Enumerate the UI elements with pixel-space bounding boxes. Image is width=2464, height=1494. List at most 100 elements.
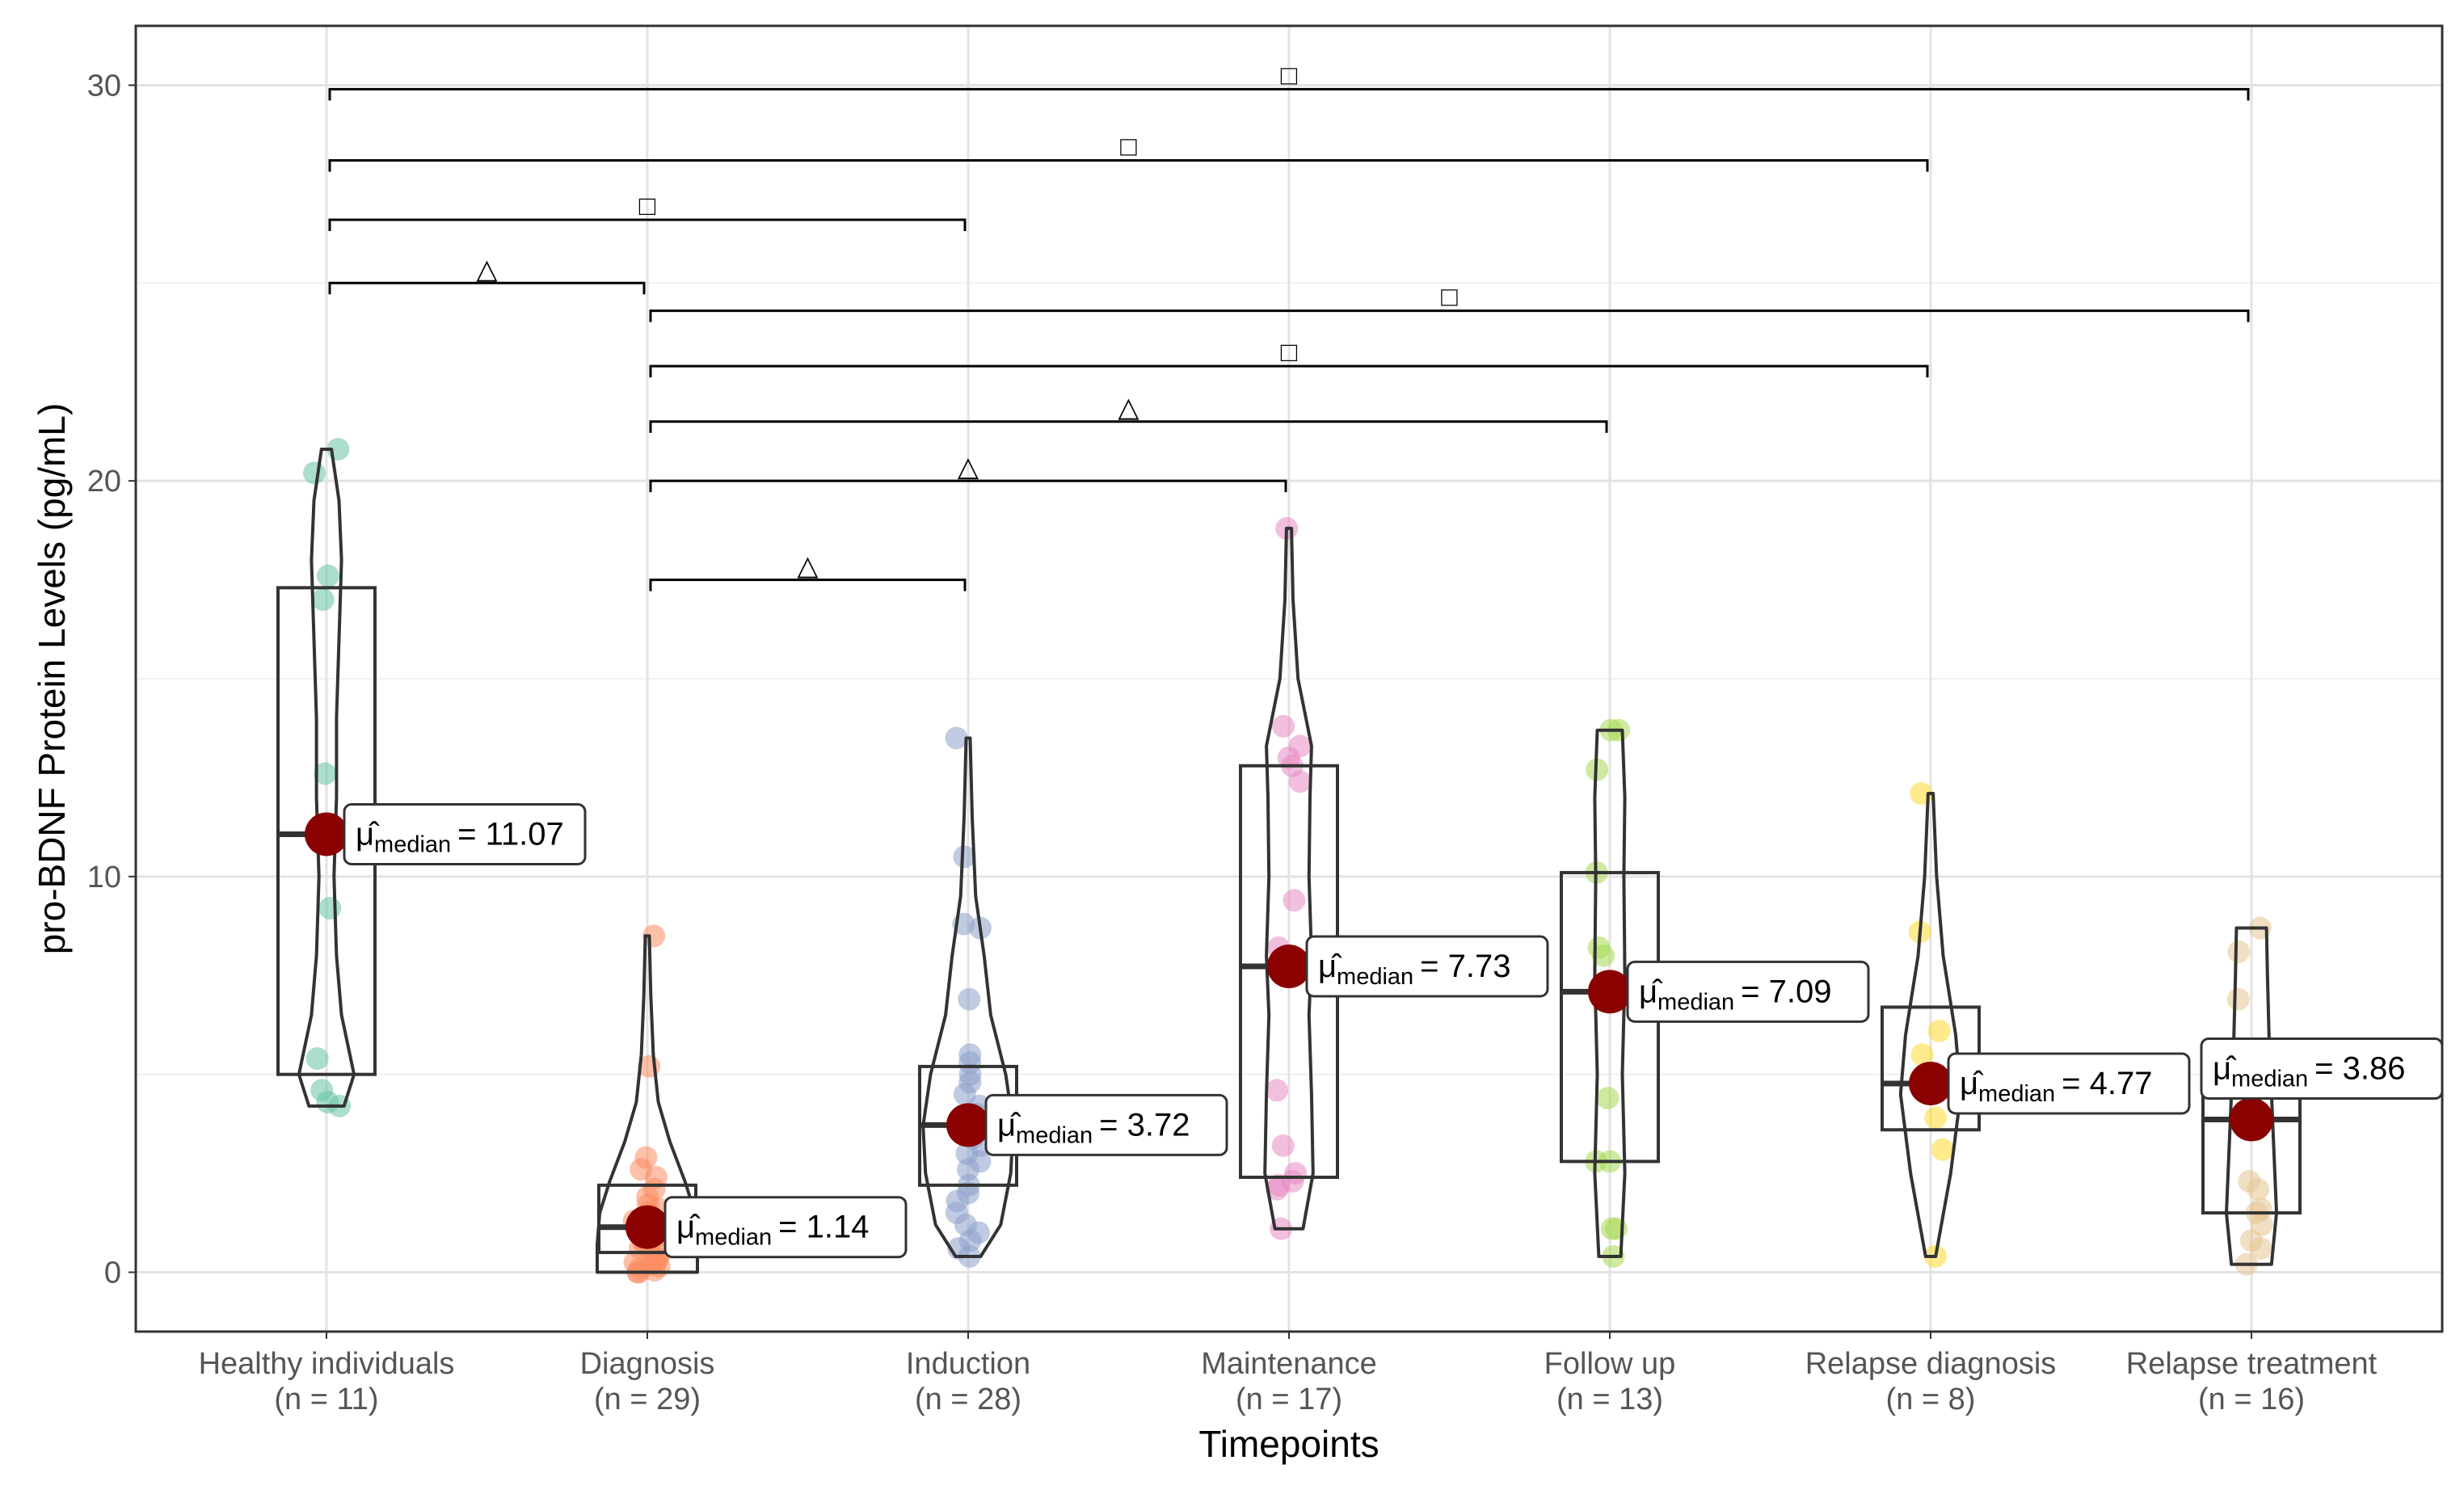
bracket-line bbox=[649, 579, 967, 591]
data-point bbox=[302, 461, 326, 485]
x-tick-label: Healthy individuals bbox=[199, 1347, 455, 1381]
median-point bbox=[305, 812, 348, 856]
data-point bbox=[316, 564, 339, 587]
median-label: μ̂median = 7.09 bbox=[1626, 960, 1870, 1023]
significance-symbol: △ bbox=[797, 551, 819, 582]
data-point bbox=[1283, 889, 1306, 912]
median-point bbox=[1909, 1061, 1952, 1105]
chart-marks: μ̂median = 11.07 μ̂median = 1.14 μ̂median = 3… bbox=[134, 24, 2444, 1333]
x-tick-n-label: (n = 29) bbox=[594, 1382, 701, 1416]
median-label-box bbox=[1947, 1052, 2191, 1115]
group-follow-up: μ̂median = 7.09 bbox=[1560, 718, 1870, 1268]
x-tick-label: Relapse diagnosis bbox=[1805, 1347, 2057, 1381]
median-label-box bbox=[663, 1196, 908, 1259]
x-tick-label: Diagnosis bbox=[580, 1347, 715, 1381]
median-label-box bbox=[1626, 960, 1870, 1023]
group-relapse-treatment: μ̂median = 3.86 bbox=[2200, 916, 2444, 1276]
x-axis: Healthy individuals(n = 11)Diagnosis(n =… bbox=[199, 1332, 2378, 1416]
median-label: μ̂median = 3.86 bbox=[2200, 1037, 2444, 1101]
x-tick-label: Follow up bbox=[1544, 1347, 1676, 1381]
data-point bbox=[305, 1047, 329, 1071]
data-point bbox=[2250, 1213, 2273, 1236]
y-tick-label: 20 bbox=[87, 465, 121, 499]
median-point bbox=[1267, 945, 1311, 989]
violin bbox=[297, 448, 356, 1108]
data-point bbox=[1596, 1087, 1620, 1110]
bracket-line bbox=[649, 309, 2250, 322]
median-point bbox=[946, 1103, 990, 1147]
median-label-box bbox=[1305, 935, 1549, 998]
data-point bbox=[1927, 1019, 1951, 1042]
x-tick-n-label: (n = 17) bbox=[1236, 1382, 1342, 1416]
bracket-line bbox=[328, 281, 646, 295]
bracket-line bbox=[649, 479, 1287, 493]
x-tick-n-label: (n = 11) bbox=[274, 1382, 378, 1416]
data-point bbox=[2249, 1237, 2272, 1260]
comparison-bracket: □ bbox=[649, 337, 1929, 378]
comparison-bracket: □ bbox=[328, 131, 1929, 172]
significance-symbol: △ bbox=[1118, 393, 1139, 423]
x-axis-title: Timepoints bbox=[1198, 1423, 1379, 1465]
group-maintenance: μ̂median = 7.73 bbox=[1239, 516, 1549, 1240]
significance-symbol: □ bbox=[1441, 282, 1458, 313]
y-axis: 0 10 20 30 bbox=[87, 69, 136, 1290]
x-tick-n-label: (n = 16) bbox=[2198, 1382, 2305, 1416]
data-point bbox=[1605, 1217, 1628, 1240]
x-tick-label: Maintenance bbox=[1201, 1347, 1377, 1381]
data-point bbox=[1931, 1138, 1954, 1161]
bracket-line bbox=[328, 87, 2250, 101]
y-tick-label: 30 bbox=[87, 69, 121, 103]
group-diagnosis: μ̂median = 1.14 bbox=[596, 924, 908, 1284]
data-point bbox=[1277, 746, 1300, 769]
group-induction: μ̂median = 3.72 bbox=[918, 726, 1228, 1268]
median-point bbox=[2230, 1097, 2273, 1142]
plot-panel bbox=[136, 26, 2442, 1332]
x-tick-n-label: (n = 28) bbox=[915, 1382, 1021, 1416]
x-tick-label: Induction bbox=[906, 1347, 1030, 1381]
median-label: μ̂median = 11.07 bbox=[343, 802, 587, 865]
median-label: μ̂median = 3.72 bbox=[984, 1093, 1228, 1156]
x-tick-n-label: (n = 13) bbox=[1556, 1382, 1663, 1416]
median-label-text: μ̂median = 11.07 bbox=[356, 816, 564, 857]
significance-symbol: □ bbox=[639, 191, 656, 221]
bracket-line bbox=[649, 364, 1929, 378]
x-tick-label: Relapse treatment bbox=[2126, 1347, 2378, 1381]
comparison-bracket: △ bbox=[649, 551, 967, 591]
median-label: μ̂median = 1.14 bbox=[663, 1196, 908, 1259]
significance-symbol: □ bbox=[1120, 131, 1137, 162]
data-point bbox=[958, 987, 981, 1011]
data-point bbox=[311, 588, 335, 612]
median-label-text: μ̂median = 7.73 bbox=[1318, 949, 1511, 990]
data-point bbox=[1272, 714, 1295, 738]
comparison-bracket: △ bbox=[328, 254, 646, 295]
data-point bbox=[1592, 944, 1615, 967]
data-point bbox=[2247, 1177, 2270, 1201]
data-point bbox=[314, 762, 337, 785]
comparison-bracket: △ bbox=[649, 393, 1608, 433]
y-tick-label: 10 bbox=[87, 861, 121, 894]
significance-symbol: □ bbox=[1281, 337, 1298, 368]
median-label-text: μ̂median = 7.09 bbox=[1639, 974, 1832, 1015]
median-label-box bbox=[343, 802, 587, 865]
median-label-box bbox=[984, 1093, 1228, 1156]
bracket-line bbox=[328, 218, 967, 231]
data-point bbox=[318, 897, 342, 920]
data-point bbox=[953, 845, 976, 869]
data-point bbox=[2227, 940, 2251, 963]
comparison-bracket: △ bbox=[649, 452, 1287, 493]
group-healthy-individuals: μ̂median = 11.07 bbox=[276, 437, 587, 1117]
data-point bbox=[2226, 987, 2250, 1011]
significance-symbol: △ bbox=[958, 452, 979, 482]
comparison-bracket: □ bbox=[328, 191, 967, 231]
data-point bbox=[1288, 770, 1312, 793]
data-point bbox=[1266, 1079, 1289, 1102]
data-point bbox=[1910, 1043, 1934, 1067]
group-relapse-diagnosis: μ̂median = 4.77 bbox=[1881, 782, 2191, 1268]
median-label: μ̂median = 7.73 bbox=[1305, 935, 1549, 998]
significance-symbol: △ bbox=[476, 254, 498, 284]
data-point bbox=[945, 726, 968, 750]
median-label: μ̂median = 4.77 bbox=[1947, 1052, 2191, 1115]
median-point bbox=[1588, 970, 1632, 1014]
comparison-bracket: □ bbox=[328, 60, 2250, 101]
